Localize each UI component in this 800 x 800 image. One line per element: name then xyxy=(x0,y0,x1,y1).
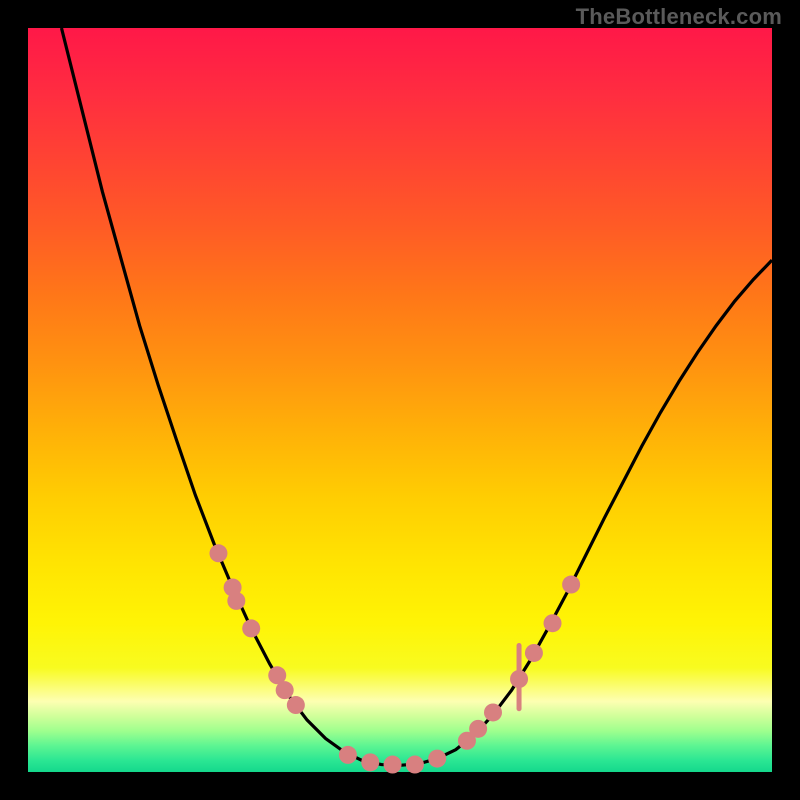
gradient-plot-area xyxy=(28,28,772,772)
chart-container: TheBottleneck.com xyxy=(0,0,800,800)
watermark-text: TheBottleneck.com xyxy=(576,4,782,30)
